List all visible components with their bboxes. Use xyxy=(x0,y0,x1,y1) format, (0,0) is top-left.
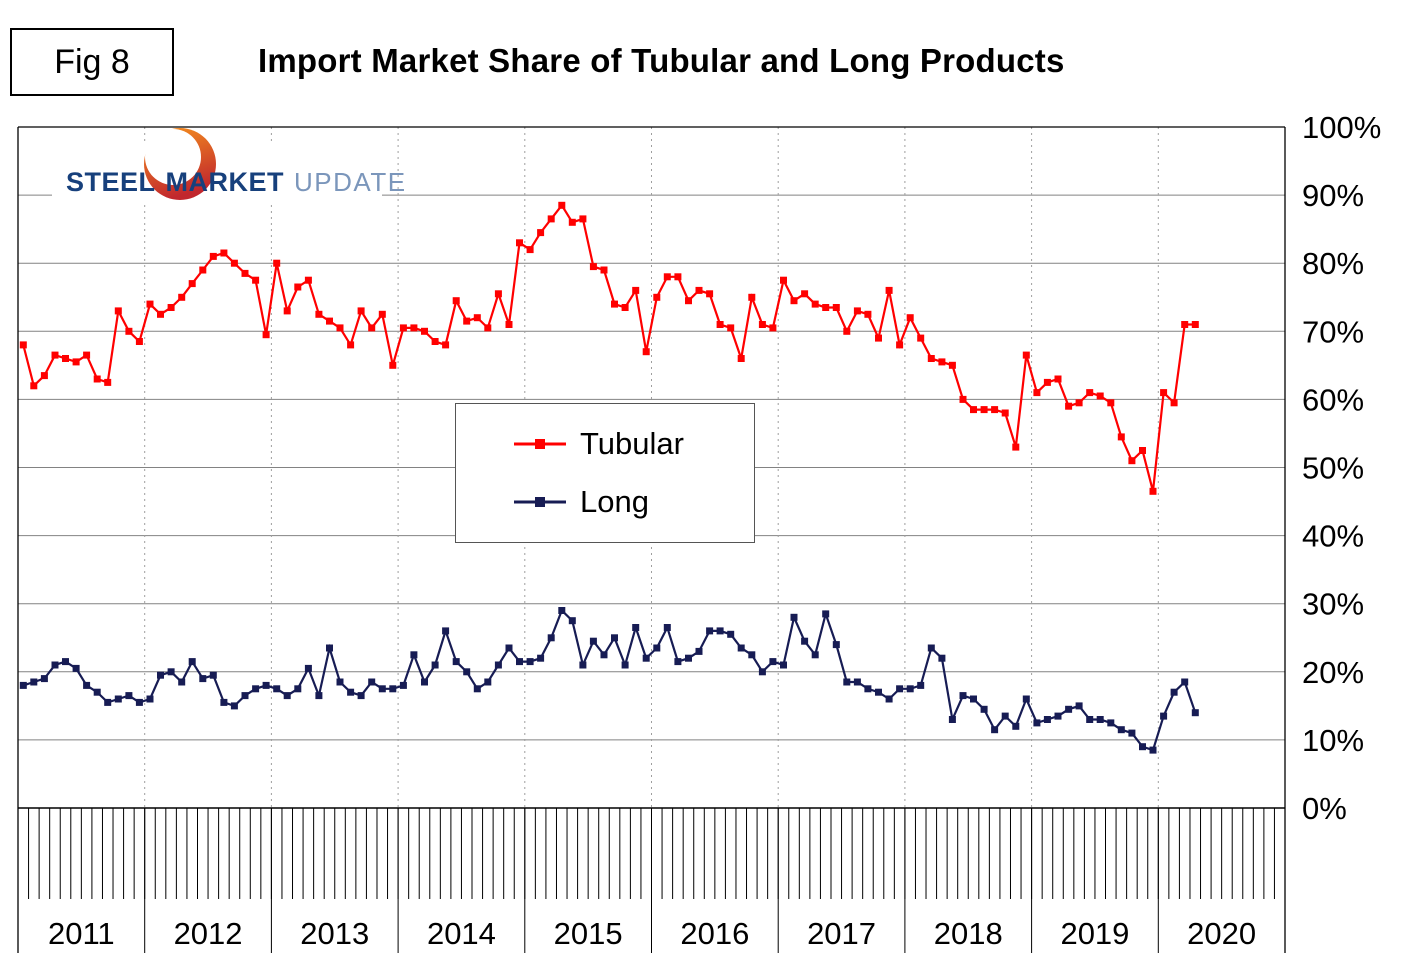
long-series-line xyxy=(22,608,1197,752)
logo-word-steel: STEEL xyxy=(66,167,156,197)
y-tick-label: 70% xyxy=(1302,314,1364,349)
legend-item-tubular: Tubular xyxy=(514,426,754,462)
series xyxy=(19,201,1199,754)
x-year-label: 2016 xyxy=(680,916,749,951)
long-series-markers xyxy=(19,607,1199,754)
x-year-label: 2019 xyxy=(1060,916,1129,951)
y-tick-label: 60% xyxy=(1302,382,1364,417)
legend-label-tubular: Tubular xyxy=(580,426,684,461)
y-tick-label: 80% xyxy=(1302,246,1364,281)
axes xyxy=(17,126,1286,953)
y-tick-label: 90% xyxy=(1302,178,1364,213)
long-series-marker-icon xyxy=(514,497,566,507)
legend-label-long: Long xyxy=(580,484,649,519)
y-tick-label: 30% xyxy=(1302,587,1364,622)
x-year-label: 2020 xyxy=(1187,916,1256,951)
tubular-series-marker-icon xyxy=(514,439,566,449)
x-axis-year-labels: 2011 2012 2013 2014 2015 2016 2017 2018 2019 2020 xyxy=(48,916,1256,951)
logo-word-market: MARKET xyxy=(165,167,285,197)
y-tick-label: 40% xyxy=(1302,519,1364,554)
x-year-label: 2011 xyxy=(48,916,115,951)
chart-title: Import Market Share of Tubular and Long … xyxy=(258,42,1065,79)
x-year-label: 2013 xyxy=(300,916,369,951)
y-axis-labels: 0% 10% 20% 30% 40% 50% 60% 70% 80% 90% 100% xyxy=(1302,110,1381,826)
figure-number-box: Fig 8 xyxy=(10,28,174,96)
y-tick-label: 10% xyxy=(1302,723,1364,758)
logo-wordmark: STEEL MARKET UPDATE xyxy=(66,167,407,198)
y-tick-label: 20% xyxy=(1302,655,1364,690)
y-tick-label: 50% xyxy=(1302,451,1364,486)
x-year-label: 2012 xyxy=(174,916,243,951)
x-year-label: 2017 xyxy=(807,916,876,951)
chart-legend: Tubular Long xyxy=(455,403,755,543)
tubular-series-markers xyxy=(19,201,1199,495)
x-year-label: 2015 xyxy=(554,916,623,951)
figure-number-label: Fig 8 xyxy=(54,42,130,81)
logo-word-update: UPDATE xyxy=(294,167,407,197)
smu-logo: STEEL MARKET UPDATE xyxy=(52,128,405,204)
tubular-series-line xyxy=(22,203,1196,492)
legend-item-long: Long xyxy=(514,484,754,520)
month-tick-marks xyxy=(17,808,1286,953)
logo-orb-icon xyxy=(144,128,216,200)
y-tick-label: 0% xyxy=(1302,791,1347,826)
x-year-label: 2018 xyxy=(934,916,1003,951)
y-tick-label: 100% xyxy=(1302,110,1381,145)
x-year-label: 2014 xyxy=(427,916,496,951)
